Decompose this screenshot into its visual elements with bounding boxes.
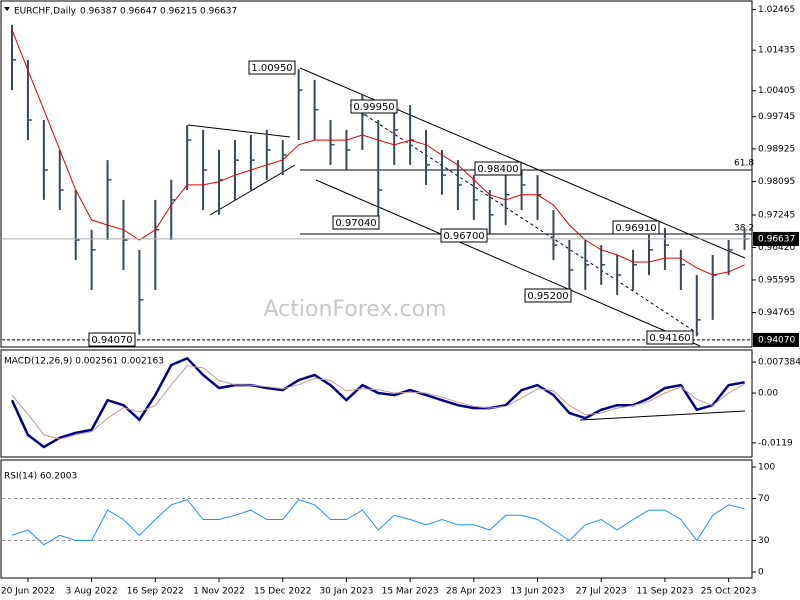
indicator-line <box>11 499 745 546</box>
x-tick-label: 27 Jul 2023 <box>576 587 627 597</box>
annotation: 0.94070 <box>91 335 132 346</box>
annotation: 0.99950 <box>353 102 394 113</box>
support-label: 0.94070 <box>758 335 795 345</box>
channel-mid <box>349 104 701 336</box>
y-tick-label: 0.98925 <box>758 144 795 154</box>
annotation: 0.94160 <box>649 333 690 344</box>
y-tick-label: 1.01435 <box>758 46 795 56</box>
annotation: 0.97040 <box>335 218 376 229</box>
y-tick-label: -0.0119 <box>758 438 793 448</box>
y-tick-label: 100 <box>758 463 775 473</box>
annotation-box <box>332 215 380 230</box>
x-tick-label: 16 Sep 2022 <box>127 587 184 597</box>
annotation: 0.96910 <box>615 223 656 234</box>
y-tick-label: 30 <box>758 536 770 546</box>
annotation-box <box>440 228 488 243</box>
y-tick-label: 0.96420 <box>758 243 795 253</box>
y-tick-label: 70 <box>758 494 770 504</box>
moving-average <box>11 29 745 276</box>
macd-panel <box>0 349 753 458</box>
triangle-top <box>187 124 291 138</box>
x-tick-label: 11 Sep 2023 <box>636 587 693 597</box>
y-tick-label: 0.97245 <box>758 211 795 221</box>
y-tick-label: 0.95595 <box>758 275 795 285</box>
x-tick-label: 15 Mar 2023 <box>382 587 439 597</box>
y-tick-label: 0.98095 <box>758 177 795 187</box>
annotation: 1.00950 <box>251 63 292 74</box>
annotation-box <box>88 332 136 347</box>
y-tick-label: 0 <box>758 568 764 578</box>
trend-lines <box>187 67 752 421</box>
x-tick-label: 28 Apr 2023 <box>446 587 502 597</box>
y-tick-label: 0.007384 <box>758 358 800 368</box>
y-tick-label: 1.02465 <box>758 5 795 15</box>
y-tick-label: 1.00405 <box>758 86 795 96</box>
annotation-box <box>248 60 296 75</box>
x-tick-label: 13 Jun 2023 <box>510 587 564 597</box>
annotation-box <box>646 330 694 345</box>
x-tick-label: 15 Dec 2022 <box>254 587 312 597</box>
x-tick-label: 30 Jan 2023 <box>319 587 373 597</box>
rsi-panel <box>0 459 753 579</box>
x-tick-label: 1 Nov 2022 <box>193 587 245 597</box>
quote-value: 0.96647 <box>120 7 157 17</box>
annotation-box <box>350 99 398 114</box>
indicator-line <box>10 356 745 449</box>
indicator-line <box>11 365 745 440</box>
symbol-icon <box>4 7 10 11</box>
fib-label: 61.8 <box>734 159 754 169</box>
price-panel <box>0 0 753 348</box>
x-tick-label: 3 Aug 2022 <box>66 587 118 597</box>
channel-lower <box>315 179 701 347</box>
panel-title: MACD(12,26,9) 0.002561 0.002163 <box>4 357 164 367</box>
y-tick-label: 0.00 <box>758 389 778 399</box>
x-tick-label: 20 Jun 2022 <box>1 587 55 597</box>
last-price-box <box>753 231 799 246</box>
panel-title: RSI(14) 60.2003 <box>4 472 77 482</box>
annotation-box <box>474 161 522 176</box>
support-box <box>753 332 799 347</box>
annotation: 0.98400 <box>477 164 518 175</box>
triangle-bottom <box>209 164 296 216</box>
x-tick-label: 25 Oct 2023 <box>701 587 757 597</box>
watermark: ActionForex.com <box>264 297 447 322</box>
quote-value: 0.96387 <box>80 7 117 17</box>
y-tick-label: 0.94765 <box>758 308 795 318</box>
y-tick-label: 0.99745 <box>758 112 795 122</box>
quote-value: 0.96637 <box>200 7 237 17</box>
annotation-box <box>524 288 572 303</box>
annotation-box <box>612 220 660 235</box>
quote-value: 0.96215 <box>160 7 197 17</box>
annotation: 0.95200 <box>527 291 568 302</box>
panel-title: EURCHF,Daily <box>14 7 77 17</box>
last-price-label: 0.96637 <box>758 234 795 244</box>
annotation: 0.96700 <box>443 231 484 242</box>
macd-trend-line <box>579 410 746 421</box>
